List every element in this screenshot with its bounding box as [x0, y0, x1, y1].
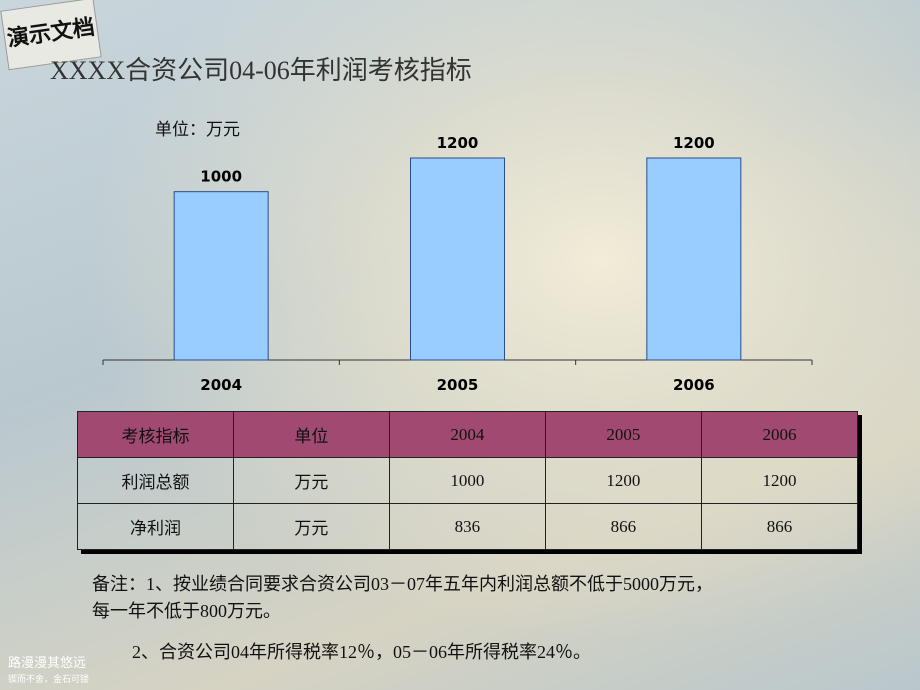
- bar: [173, 191, 269, 361]
- table-cell: 万元: [232, 457, 390, 504]
- table-cell: 1000: [388, 457, 546, 504]
- header-cell: 考核指标: [77, 411, 234, 458]
- footer: 路漫漫其悠远: [8, 656, 87, 671]
- value-label: 1200: [673, 134, 715, 152]
- table-row: 利润总额 万元 1000 1200 1200: [77, 457, 859, 504]
- chart-title: XXXX合资公司04-06年利润考核指标: [50, 56, 472, 85]
- note: 每一年不低于800万元。: [92, 601, 281, 621]
- table-row: 净利润 万元 836 866 866: [77, 503, 859, 550]
- footer: 锲而不舍，金石可镂: [8, 675, 90, 685]
- x-tick-label: 2005: [437, 376, 479, 394]
- bar: [646, 157, 742, 361]
- x-tick-label: 2004: [200, 376, 242, 394]
- table-cell: 1200: [700, 457, 859, 504]
- note: 2、合资公司04年所得税率12％，05－06年所得税率24％。: [132, 642, 591, 662]
- chart: 1000 2004 1200 2005 1200 2006: [102, 134, 813, 394]
- header-cell: 2004: [388, 411, 546, 458]
- x-tick-label: 2006: [673, 376, 715, 394]
- unit-label: 单位：万元: [155, 120, 240, 139]
- table-cell: 净利润: [77, 503, 234, 550]
- table-cell: 836: [388, 503, 546, 550]
- header-cell: 2006: [700, 411, 859, 458]
- data-table: 考核指标 单位 2004 2005 2006 利润总额 万元 1000 1200 1200 净利润万…: [77, 411, 859, 550]
- bar: [410, 157, 505, 361]
- table-cell: 利润总额: [77, 457, 234, 504]
- note: 备注：1、按业绩合同要求合资公司03－07年五年内利润总额不低于5000万元，: [92, 574, 713, 594]
- table-cell: 1200: [544, 457, 702, 504]
- header-row: 考核指标 单位 2004 2005 2006: [77, 411, 859, 458]
- value-label: 1000: [200, 168, 242, 186]
- table-cell: 866: [544, 503, 702, 550]
- table-cell: 万元: [232, 503, 390, 550]
- header-cell: 单位: [232, 411, 390, 458]
- header-cell: 2005: [544, 411, 702, 458]
- table-cell: 866: [700, 503, 859, 550]
- value-label: 1200: [437, 134, 479, 152]
